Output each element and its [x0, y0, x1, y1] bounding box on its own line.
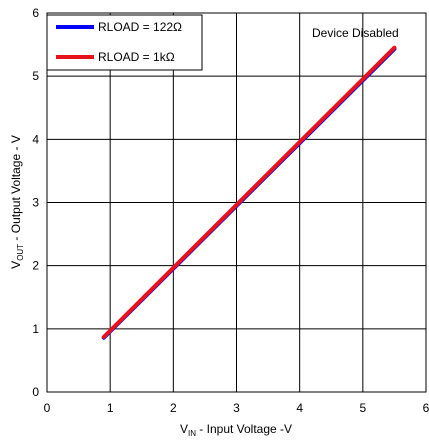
y-tick-label: 4 [32, 132, 39, 146]
axis-layer: 0 1 2 3 4 5 6 0 1 2 3 4 5 6 [32, 6, 429, 415]
legend-label-rload-1k: RLOAD = 1kΩ [98, 50, 175, 64]
y-axis-label: VOUT - Output Voltage - V [9, 135, 25, 269]
y-tick-label: 0 [32, 385, 39, 399]
x-tick-label: 6 [423, 401, 429, 415]
y-axis-label-subscript: OUT [16, 244, 25, 261]
plot-frame [46, 12, 427, 393]
legend-label-rload-122: RLOAD = 122Ω [98, 20, 182, 34]
y-tick-label: 2 [32, 259, 39, 273]
x-tick-label: 3 [233, 401, 240, 415]
x-tick-label: 4 [296, 401, 303, 415]
legend-box [46, 14, 203, 71]
series-line-rload-1k [101, 45, 397, 339]
x-tick-label: 1 [107, 401, 114, 415]
y-tick-label: 3 [32, 196, 39, 210]
y-tick-label: 1 [32, 322, 39, 336]
annotation-device-disabled: Device Disabled [312, 26, 399, 40]
x-tick-label: 0 [44, 401, 51, 415]
x-tick-label: 2 [170, 401, 177, 415]
y-tick-label: 5 [32, 69, 39, 83]
x-axis-label-subscript: IN [188, 429, 196, 438]
x-tick-label: 5 [359, 401, 366, 415]
series-layer [101, 45, 397, 340]
y-tick-label: 6 [32, 6, 39, 20]
x-axis-label: VIN - Input Voltage -V [180, 422, 292, 438]
legend: RLOAD = 122Ω RLOAD = 1kΩ [46, 14, 203, 71]
